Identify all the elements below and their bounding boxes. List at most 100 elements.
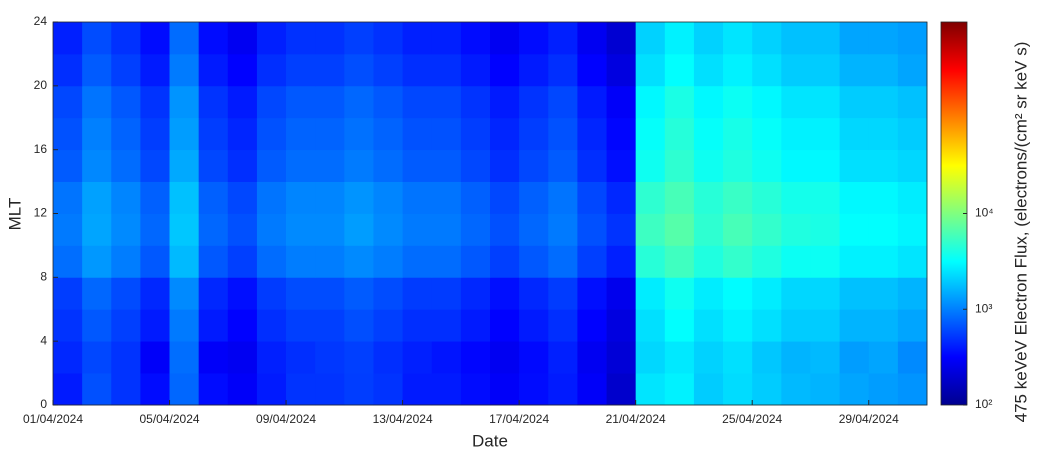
heat-cell [256, 213, 287, 246]
heat-cell [577, 309, 607, 342]
heat-cell [781, 213, 811, 246]
heat-cell [606, 85, 637, 119]
heat-cell [460, 277, 491, 310]
heat-cell [664, 181, 695, 214]
heat-cell [868, 341, 899, 374]
heat-cell [490, 53, 520, 87]
heat-cell [752, 341, 782, 374]
y-tick-label: 12 [34, 206, 48, 220]
heat-cell [897, 309, 928, 342]
heat-cell [53, 341, 83, 374]
heat-cell [198, 373, 229, 406]
heat-cell [752, 373, 782, 406]
heat-cell [693, 181, 724, 214]
heat-cell [256, 245, 287, 278]
heat-cell [315, 22, 345, 55]
heat-cell [286, 341, 316, 374]
heat-cell [519, 149, 549, 182]
heat-cell [635, 181, 666, 214]
heat-cell [519, 117, 549, 151]
heat-cell [781, 85, 811, 119]
heat-cell [460, 373, 491, 406]
heat-cell [169, 53, 200, 87]
heat-cell [82, 53, 112, 87]
heat-cell [198, 22, 229, 55]
heat-cell [723, 213, 753, 246]
heat-cell [198, 117, 229, 151]
heatmap [53, 22, 928, 406]
heat-cell [82, 181, 112, 214]
heat-cell [577, 22, 607, 55]
heat-cell [635, 277, 666, 310]
heat-cell [169, 277, 200, 310]
heat-cell [431, 53, 462, 87]
heat-cell [431, 213, 462, 246]
heat-cell [635, 149, 666, 182]
heat-cell [693, 245, 724, 278]
heat-cell [169, 245, 200, 278]
heat-cell [781, 373, 811, 406]
heat-cell [315, 309, 345, 342]
heat-cell [810, 309, 840, 342]
y-tick-label: 4 [40, 333, 47, 347]
heat-cell [140, 53, 170, 87]
heat-cell [606, 373, 637, 406]
heat-cell [256, 22, 287, 55]
heat-cell [693, 149, 724, 182]
heat-cell [868, 53, 899, 87]
heat-cell [111, 149, 141, 182]
heat-cell [606, 213, 637, 246]
heat-cell [227, 149, 258, 182]
heat-cell [460, 53, 491, 87]
heat-cell [82, 85, 112, 119]
heat-cell [664, 117, 695, 151]
heat-cell [227, 245, 258, 278]
heat-cell [111, 309, 141, 342]
heat-cell [82, 373, 112, 406]
heat-cell [606, 149, 637, 182]
heat-cell [839, 245, 870, 278]
heat-cell [664, 149, 695, 182]
heat-cell [577, 149, 607, 182]
heat-cell [373, 213, 403, 246]
heat-cell [111, 22, 141, 55]
heat-cell [82, 245, 112, 278]
heat-cell [810, 373, 840, 406]
heat-cell [519, 53, 549, 87]
heat-cell [606, 22, 637, 55]
heat-cell [227, 22, 258, 55]
heat-cell [460, 309, 491, 342]
heat-cell [839, 22, 870, 55]
heat-cell [402, 22, 433, 55]
heat-cell [490, 22, 520, 55]
heat-cell [227, 373, 258, 406]
heat-cell [519, 213, 549, 246]
heat-cell [256, 341, 287, 374]
heat-cell [781, 22, 811, 55]
heat-cell [344, 181, 374, 214]
heat-cell [897, 117, 928, 151]
heat-cell [169, 373, 200, 406]
heat-cell [897, 277, 928, 310]
heat-cell [781, 53, 811, 87]
heat-cell [82, 213, 112, 246]
heat-cell [286, 85, 316, 119]
heat-cell [140, 22, 170, 55]
heat-cell [723, 117, 753, 151]
heat-cell [169, 213, 200, 246]
heat-cell [53, 149, 83, 182]
heat-cell [810, 22, 840, 55]
heat-cell [169, 341, 200, 374]
heat-cell [431, 277, 462, 310]
heat-cell [548, 309, 578, 342]
heat-cell [664, 341, 695, 374]
heat-cell [635, 53, 666, 87]
heat-cell [693, 22, 724, 55]
heat-cell [344, 245, 374, 278]
heat-cell [256, 53, 287, 87]
heat-cell [140, 149, 170, 182]
heat-cell [548, 181, 578, 214]
heat-cell [723, 373, 753, 406]
heat-cell [111, 117, 141, 151]
